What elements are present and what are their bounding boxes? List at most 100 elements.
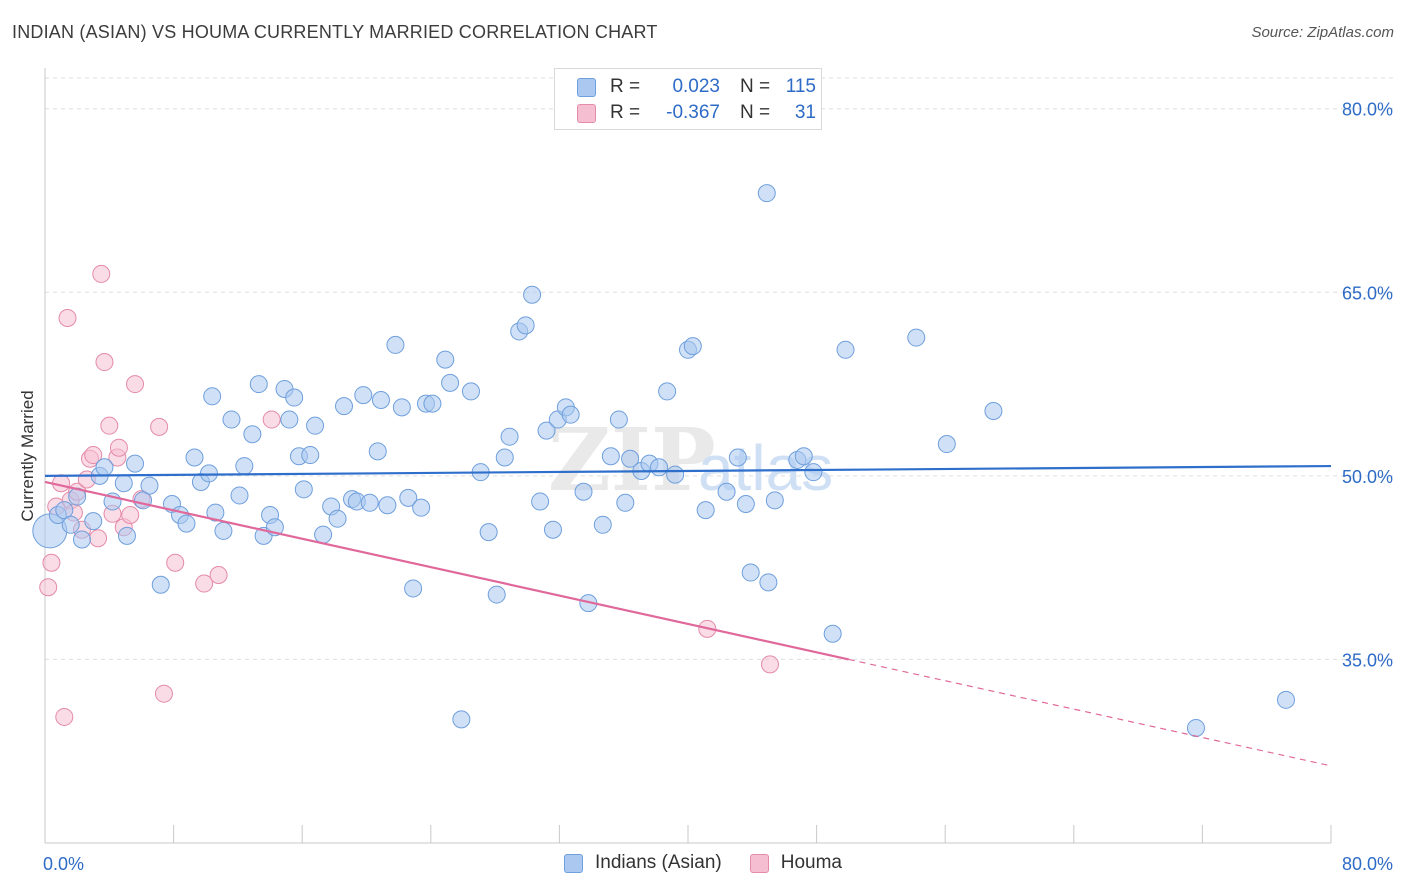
indian-point <box>392 398 411 417</box>
indian-point <box>937 435 956 454</box>
indian-point <box>177 514 196 533</box>
indian-point <box>495 448 514 467</box>
indian-point <box>441 373 460 392</box>
houma-point <box>262 410 281 429</box>
indian-trend-line <box>44 464 1332 477</box>
n-value: 115 <box>785 76 816 97</box>
indian-point <box>203 387 222 406</box>
indian-point <box>301 446 320 465</box>
indian-point <box>243 425 262 444</box>
houma-trend-extension <box>848 658 1332 767</box>
houma-point <box>760 655 779 674</box>
indian-point <box>666 465 685 484</box>
indian-point <box>314 525 333 544</box>
source-credit: Source: ZipAtlas.com <box>1251 24 1394 41</box>
stats-legend: R = 0.023 N = 115 R = -0.367 N = 31 <box>554 68 822 130</box>
legend-swatch-pink <box>577 103 596 123</box>
indian-point <box>404 579 423 598</box>
houma-point <box>58 308 77 327</box>
indian-point <box>360 493 379 512</box>
houma-point <box>95 353 114 372</box>
indian-point <box>294 480 313 499</box>
indian-point <box>794 447 813 466</box>
y-tick-label: 65.0% <box>1342 283 1393 303</box>
grid-lines <box>45 77 1393 660</box>
r-label: R = <box>610 102 641 123</box>
indian-point <box>117 526 136 545</box>
indian-point <box>306 416 325 435</box>
indian-point <box>609 410 628 429</box>
series-legend: Indians (Asian) Houma <box>0 852 1406 874</box>
x-tick-label: 0.0% <box>43 854 84 874</box>
indian-point <box>728 448 747 467</box>
legend-label-houma: Houma <box>780 852 842 873</box>
indian-point <box>214 521 233 540</box>
indian-point <box>126 454 145 473</box>
houma-point <box>92 264 111 283</box>
indian-point <box>72 530 91 549</box>
indian-point <box>523 285 542 304</box>
indian-point <box>423 394 442 413</box>
houma-point <box>100 416 119 435</box>
indian-point <box>140 476 159 495</box>
indian-point <box>230 486 249 505</box>
indian-point <box>378 496 397 515</box>
houma-point <box>121 506 140 525</box>
indian-point <box>561 405 580 424</box>
indian-point <box>601 447 620 466</box>
indian-point <box>907 328 926 347</box>
indian-point <box>823 624 842 643</box>
houma-point <box>84 446 103 465</box>
indian-point <box>452 710 471 729</box>
indian-point <box>114 474 133 493</box>
indian-point <box>386 335 405 354</box>
indian-point <box>84 512 103 531</box>
indian-point <box>717 482 736 501</box>
houma-point <box>154 684 173 703</box>
indian-point <box>658 382 677 401</box>
houma-point <box>42 553 61 572</box>
indian-point <box>836 340 855 359</box>
indian-points <box>32 184 1295 737</box>
houma-point <box>109 438 128 457</box>
indian-point <box>61 515 80 534</box>
houma-point <box>150 417 169 436</box>
indian-point <box>516 316 535 335</box>
houma-point <box>195 574 214 593</box>
houma-point <box>39 578 58 597</box>
indian-point <box>412 498 431 517</box>
legend-swatch-pink <box>749 853 769 873</box>
indian-point <box>368 442 387 461</box>
houma-trend-line <box>44 480 849 661</box>
indian-point <box>95 458 114 477</box>
houma-point <box>209 565 228 584</box>
trend-lines <box>44 464 1332 767</box>
indian-point <box>804 463 823 482</box>
indian-point <box>487 585 506 604</box>
chart-title: INDIAN (ASIAN) VS HOUMA CURRENTLY MARRIE… <box>12 22 658 42</box>
indian-point <box>185 448 204 467</box>
legend-label-indian: Indians (Asian) <box>595 852 722 873</box>
indian-point <box>736 495 755 514</box>
n-value: 31 <box>794 102 816 123</box>
indian-point <box>461 382 480 401</box>
indian-point <box>593 515 612 534</box>
houma-point <box>166 553 185 572</box>
indian-point <box>328 509 347 528</box>
axes <box>44 68 1332 844</box>
indian-point <box>222 410 241 429</box>
indian-point <box>354 386 373 405</box>
indian-point <box>151 575 170 594</box>
legend-swatch-blue <box>577 77 596 97</box>
indian-point <box>759 573 778 592</box>
r-value: 0.023 <box>672 76 720 97</box>
indian-point <box>285 388 304 407</box>
indian-point <box>650 458 669 477</box>
houma-point <box>89 529 108 548</box>
indian-point <box>543 520 562 539</box>
indian-point <box>621 449 640 468</box>
indian-point <box>574 482 593 501</box>
indian-point <box>696 501 715 520</box>
houma-point <box>126 375 145 394</box>
